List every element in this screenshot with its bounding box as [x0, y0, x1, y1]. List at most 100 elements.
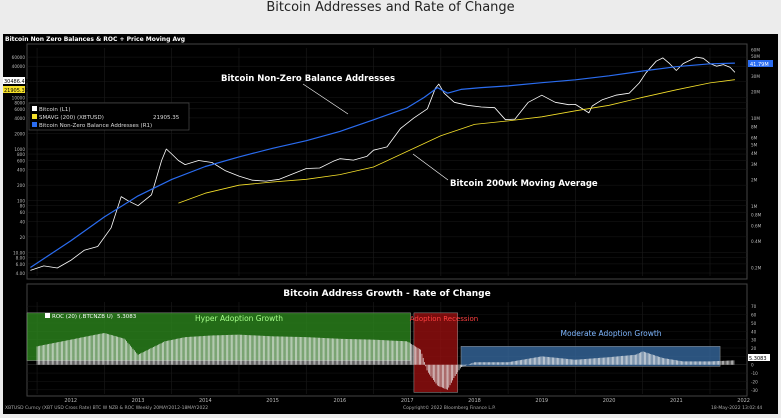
x-tick-label: 2018 — [468, 398, 481, 404]
x-tick-label: 2014 — [199, 398, 212, 404]
y-right-tick-label: 20M — [751, 89, 760, 94]
y-right-tick-label: 0.6M — [751, 223, 762, 228]
y-left-tick-label: 80 — [20, 204, 26, 209]
legend-swatch-smavg — [32, 114, 37, 119]
x-tick-label: 2013 — [132, 398, 145, 404]
y-left-tick-label: 60 — [20, 210, 26, 215]
chart-terminal-panel: 2012 2013 2014 2015 2016 2017 2018 2019 2020 2021… — [3, 34, 778, 414]
roc-y-tick-label: 30 — [751, 338, 757, 343]
annotation-addresses: Bitcoin Non-Zero Balance Addresses — [221, 74, 395, 84]
tag-roc-bg — [748, 354, 770, 361]
y-right-tick-label: 30M — [751, 74, 760, 79]
roc-y-tick-label: 40 — [751, 329, 757, 334]
region-label-recession: Adoption Recession — [410, 315, 478, 323]
y-right-tick-label: 5M — [751, 142, 758, 147]
legend-label-bitcoin: Bitcoin (L1) — [39, 107, 70, 113]
y-left-tick-label: 6000 — [14, 107, 25, 112]
legend-value-smavg: 21905.35 — [153, 115, 180, 121]
top-plot-frame — [26, 43, 748, 280]
y-left-tick-label: 8000 — [14, 100, 25, 105]
x-tick-label: 2012 — [64, 398, 77, 404]
roc-chart-title: Bitcoin Address Growth - Rate of Change — [283, 289, 490, 299]
y-left-tick-label: 400 — [17, 168, 25, 173]
region-label-moderate: Moderate Adoption Growth — [560, 329, 661, 338]
y-left-tick-label: 100 — [17, 199, 25, 204]
y-left-tick-label: 60000 — [12, 55, 26, 60]
footer-right: 18-May-2022 13:02:44 — [711, 405, 762, 411]
axis-ticks: 2012 2013 2014 2015 2016 2017 2018 2019 2020 2021… — [12, 47, 762, 404]
tag-btc-value: 30486.48 — [4, 79, 28, 85]
tag-roc-value: 5.3083 — [749, 356, 767, 362]
y-right-tick-label: 3M — [751, 162, 758, 167]
y-right-tick-label: 0.2M — [751, 265, 762, 270]
x-tick-label: 2022 — [737, 398, 750, 404]
y-left-tick-label: 4000 — [14, 116, 25, 121]
roc-y-tick-label: 50 — [751, 321, 757, 326]
charts-canvas: 2012 2013 2014 2015 2016 2017 2018 2019 2020 2021… — [3, 36, 773, 411]
top-chart-title: Bitcoin Non Zero Balances & ROC + Price … — [5, 36, 185, 43]
tag-addresses-bg — [748, 60, 773, 67]
annotation-moving-average: Bitcoin 200wk Moving Average — [450, 179, 598, 189]
roc-y-tick-label: 60 — [751, 313, 757, 318]
y-left-tick-label: 6.00 — [16, 262, 26, 267]
legend-swatch-addresses — [32, 122, 37, 127]
roc-legend-value: 5.3083 — [117, 314, 137, 320]
roc-y-tick-label: -30 — [751, 388, 758, 393]
tag-btc-bg — [3, 77, 25, 84]
y-right-tick-label: 2M — [751, 177, 758, 182]
tag-smavg-value: 21905.35 — [4, 88, 28, 94]
legend-label-addresses: Bitcoin Non-Zero Balance Addresses (R1) — [39, 123, 152, 129]
roc-y-tick-label: 0 — [751, 363, 754, 368]
footer-left: XBTUSD Curncy (XBT USD Cross Rate) BTC W… — [5, 405, 208, 411]
legend-swatch-bitcoin — [32, 106, 37, 111]
y-left-tick-label: 200 — [17, 183, 25, 188]
y-right-tick-label: 10M — [751, 116, 760, 121]
x-tick-label: 2017 — [401, 398, 414, 404]
roc-y-tick-label: -10 — [751, 371, 758, 376]
y-left-tick-label: 40000 — [12, 64, 26, 69]
y-right-tick-label: 1M — [751, 204, 758, 209]
x-tick-label: 2021 — [670, 398, 683, 404]
y-right-tick-label: 0.8M — [751, 212, 762, 217]
tag-smavg-bg — [3, 86, 25, 93]
series-line-smavg-200- — [178, 79, 735, 204]
region-label-hyper: Hyper Adoption Growth — [195, 314, 283, 323]
y-left-tick-label: 10.00 — [13, 250, 25, 255]
series-line-bitcoin — [30, 56, 736, 271]
top-legend: Bitcoin (L1) SMAVG (200) (XBTUSD) 21905.… — [28, 102, 190, 131]
x-tick-label: 2020 — [603, 398, 616, 404]
tag-addresses-value: 41.79M — [750, 62, 769, 68]
y-left-tick-label: 10000 — [12, 95, 26, 100]
price-and-address-lines — [30, 56, 736, 271]
series-line-bitcoin-non-zero-balance-addresses — [30, 62, 735, 269]
x-tick-label: 2019 — [535, 398, 548, 404]
footer-center: Copyright© 2022 Bloomberg Finance L.P. — [403, 404, 496, 411]
y-right-tick-label: 6M — [751, 135, 758, 140]
top-grid — [27, 48, 747, 276]
y-right-tick-label: 8M — [751, 124, 758, 129]
roc-y-tick-label: 20 — [751, 346, 757, 351]
y-left-tick-label: 2000 — [14, 131, 25, 136]
roc-y-tick-label: -20 — [751, 379, 758, 384]
y-left-tick-label: 800 — [17, 152, 25, 157]
annotation-addresses-pointer — [302, 83, 349, 115]
x-tick-label: 2016 — [334, 398, 347, 404]
y-left-tick-label: 40 — [20, 219, 26, 224]
tag-addresses: 41.79M — [748, 60, 773, 68]
y-left-tick-label: 600 — [17, 159, 25, 164]
roc-y-tick-label: 70 — [751, 304, 757, 309]
y-left-tick-label: 1000 — [14, 147, 25, 152]
y-right-tick-label: 0.4M — [751, 239, 762, 244]
y-right-tick-label: 50M — [751, 54, 760, 59]
y-left-tick-label: 20 — [20, 235, 26, 240]
roc-legend-swatch — [45, 313, 50, 318]
page-title: Bitcoin Addresses and Rate of Change — [266, 0, 515, 15]
y-right-tick-label: 4M — [751, 151, 758, 156]
legend-box — [28, 102, 190, 131]
y-left-tick-label: 8.00 — [16, 255, 26, 260]
tag-smavg: 21905.35 — [3, 86, 28, 94]
y-right-tick-label: 60M — [751, 47, 760, 52]
tag-btc: 30486.48 — [3, 77, 28, 85]
x-tick-label: 2015 — [266, 398, 279, 404]
y-left-tick-label: 4.00 — [16, 271, 26, 276]
